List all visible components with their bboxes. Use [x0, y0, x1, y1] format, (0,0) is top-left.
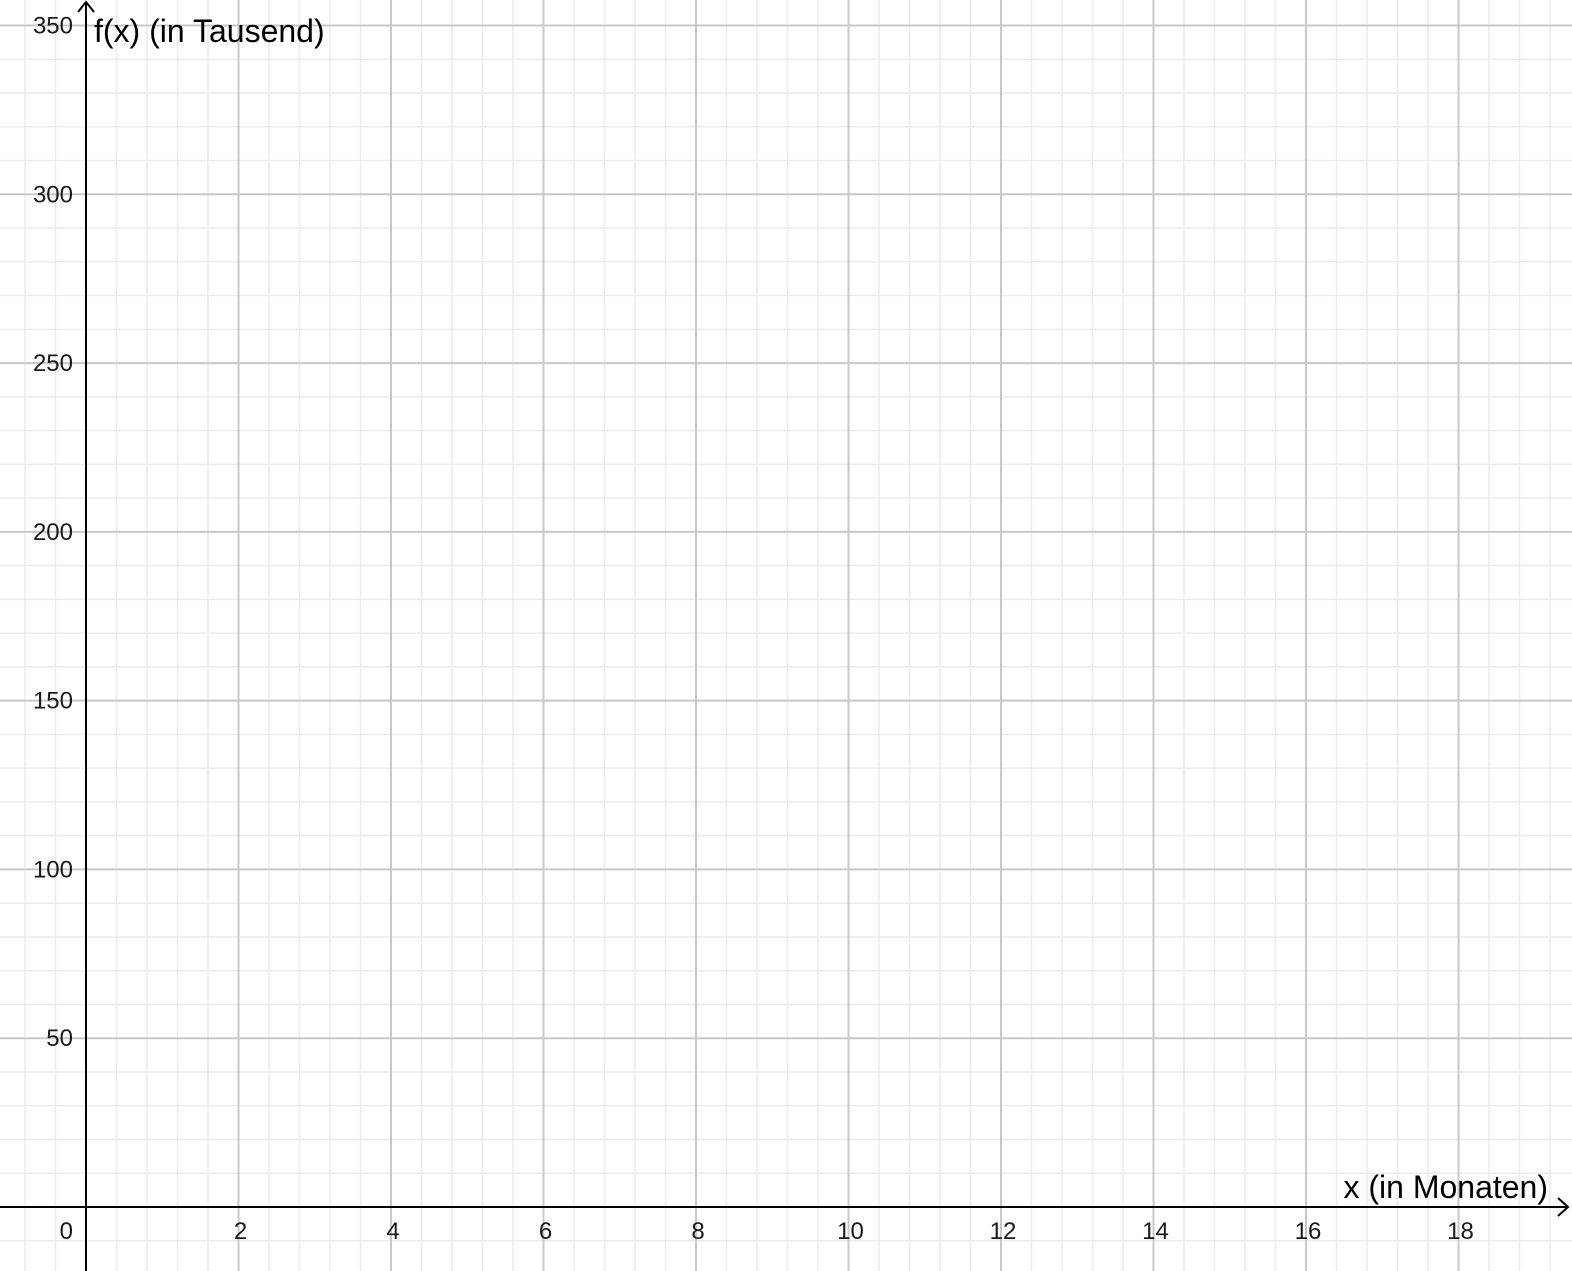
y-tick-label: 250 [33, 350, 73, 377]
x-tick-label: 16 [1295, 1218, 1322, 1245]
y-tick-label: 50 [46, 1025, 73, 1052]
x-tick-label: 6 [539, 1218, 552, 1245]
x-tick-label: 4 [386, 1218, 399, 1245]
x-tick-labels: 2 4 6 8 10 12 14 16 18 [234, 1218, 1474, 1245]
origin-label: 0 [60, 1218, 73, 1245]
x-axis-title: x (in Monaten) [1343, 1169, 1548, 1205]
x-axis-arrow [1557, 1197, 1570, 1217]
y-tick-label: 350 [33, 13, 73, 40]
y-tick-labels: 50 100 150 200 250 300 350 [33, 13, 73, 1053]
x-tick-label: 2 [234, 1218, 247, 1245]
y-tick-label: 300 [33, 181, 73, 208]
x-tick-label: 14 [1142, 1218, 1169, 1245]
y-axis-title: f(x) (in Tausend) [94, 13, 325, 49]
y-tick-label: 150 [33, 688, 73, 715]
x-tick-label: 8 [691, 1218, 704, 1245]
y-tick-label: 200 [33, 519, 73, 546]
y-axis-arrow [77, 0, 95, 13]
x-tick-label: 10 [837, 1218, 864, 1245]
y-tick-label: 100 [33, 856, 73, 883]
x-tick-label: 12 [990, 1218, 1017, 1245]
x-tick-label: 18 [1447, 1218, 1474, 1245]
